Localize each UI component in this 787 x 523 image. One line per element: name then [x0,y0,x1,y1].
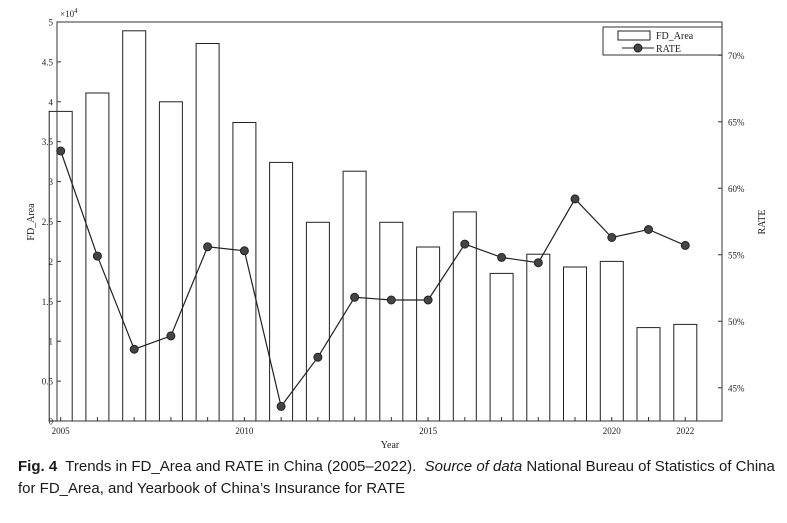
y-left-tick-label: 4 [49,97,54,107]
y-right-tick-label: 60% [728,184,745,194]
bar-fd-area-2021 [636,327,661,422]
bar-fd-area-2018 [526,253,551,422]
y-left-tick-label: 3.5 [42,137,54,147]
rate-point-2022 [680,240,690,250]
bar-fd-area-2015 [416,246,441,422]
y-right-tick-label: 65% [728,117,745,127]
bar-fd-area-2012 [305,221,330,422]
rate-point-2011 [276,401,286,411]
y-left-tick-label: 2 [49,257,54,267]
rate-point-2010 [239,246,249,256]
chart: 0 0.5 1 1.5 2 2.5 3 3.5 4 4.5 5 45% 50% 55% 60% 65% 70% 2… [26,7,768,451]
bar-fd-area-2020 [599,260,624,422]
bar-fd-area-2009 [195,43,220,422]
rate-line [60,150,686,408]
y-right-tick-label: 50% [728,317,745,327]
legend-label-fd-area: FD_Area [656,31,694,42]
bar-fd-area-2022 [673,323,698,422]
y-left-tick-label: 3 [49,177,54,187]
bar-fd-area-2014 [379,221,404,422]
rate-point-2014 [386,295,396,305]
y-left-tick-label: 5 [49,18,54,28]
rate-point-2015 [423,295,433,305]
rate-point-2018 [533,258,543,268]
source-label: Source of data [424,458,523,475]
bar-fd-area-2010 [232,122,257,422]
rate-point-2007 [129,344,139,354]
bar-fd-area-2017 [489,272,514,422]
x-axis-label: Year [381,440,400,451]
bar-fd-area-2007 [122,30,147,422]
x-tick-label: 2010 [235,426,254,436]
y-left-tick-label: 4.5 [42,57,54,67]
legend-label-rate: RATE [656,44,681,55]
rate-point-2016 [460,239,470,249]
rate-point-2009 [203,242,213,252]
y-left-multiplier: ×104 [60,7,78,19]
rate-point-2021 [644,225,653,234]
y-left-tick-label: 1 [49,337,54,347]
rate-point-2017 [497,252,507,262]
y-left-label: FD_Area [26,203,37,241]
rate-point-2019 [570,194,580,204]
legend-box [602,26,723,56]
rate-point-2006 [92,251,102,261]
y-left-tick-label: 0.5 [42,377,54,387]
rate-point-2012 [313,352,323,362]
y-right-label: RATE [757,210,768,235]
y-right-tick-label: 70% [728,51,745,61]
y-left-tick-label: 0 [49,417,54,427]
x-tick-label: 2015 [419,426,438,436]
line-series-rate [56,146,690,411]
bar-fd-area-2011 [269,161,294,422]
rate-point-2005 [56,146,66,156]
y-left-tick-label: 1.5 [42,297,54,307]
source-text: National Bureau of Statistics of China f… [18,458,775,497]
legend: FD_Area RATE [602,26,723,56]
y-left-tick-label: 2.5 [42,217,54,227]
bar-series-fd-area [48,30,698,422]
y-right-tick-label: 45% [728,383,745,393]
legend-bar-swatch [617,30,651,41]
rate-point-2013 [350,292,360,302]
rate-point-2008 [166,331,176,341]
bar-fd-area-2019 [563,266,587,422]
figure-title: Trends in FD_Area and RATE in China (200… [65,458,417,475]
figure-label: Fig. 4 [18,458,58,475]
figure-caption: Fig. 4 Trends in FD_Area and RATE in Chi… [18,456,778,500]
rate-point-2020 [607,233,617,242]
axis-ticks: 0 0.5 1 1.5 2 2.5 3 3.5 4 4.5 5 45% 50% 55% 60% 65% 70% 2… [42,18,745,437]
x-tick-label: 2005 [52,426,71,436]
y-right-tick-label: 55% [728,250,745,260]
x-tick-label: 2022 [676,426,694,436]
x-tick-label: 2020 [603,426,622,436]
bar-fd-area-2008 [158,101,183,422]
legend-marker [633,43,643,53]
